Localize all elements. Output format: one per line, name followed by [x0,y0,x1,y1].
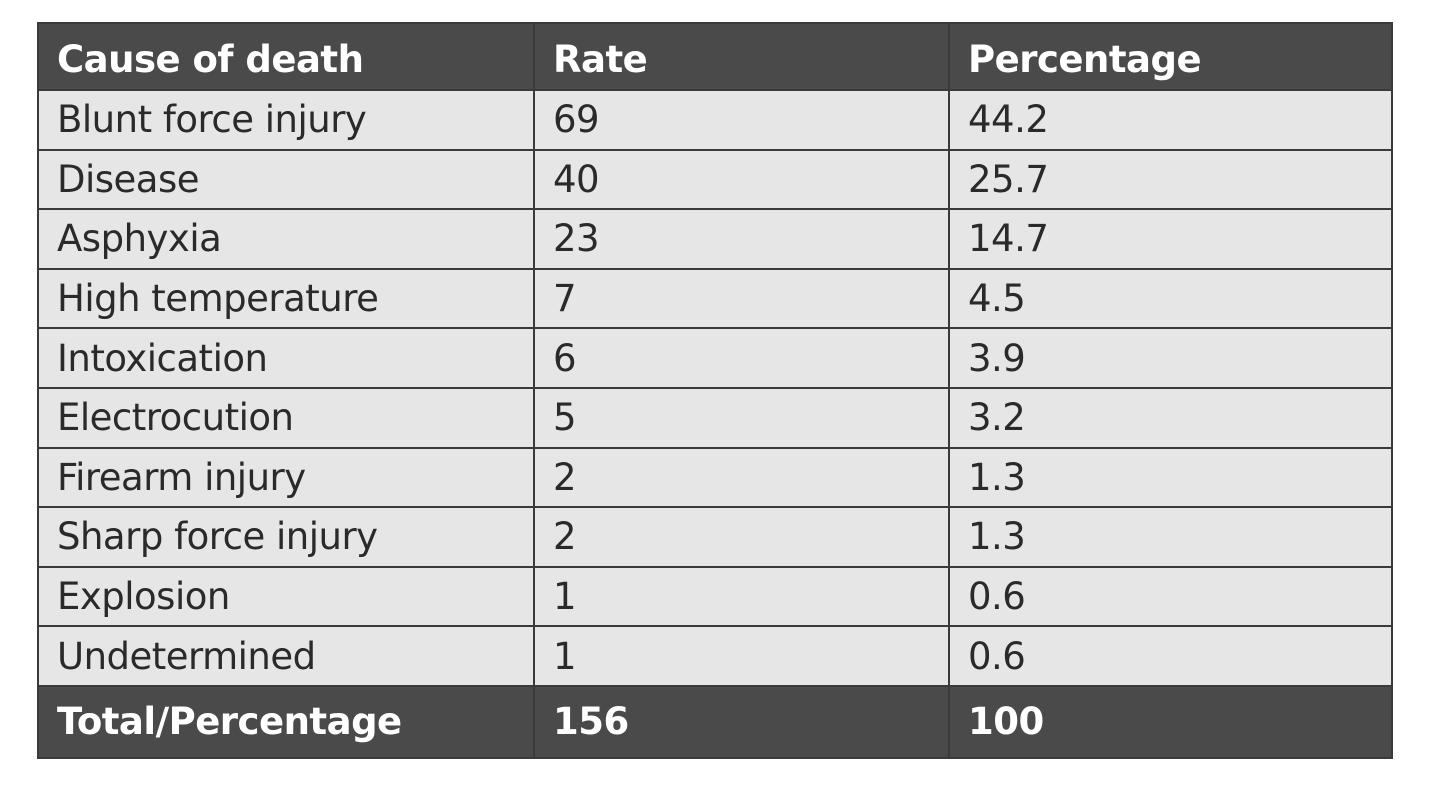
cause-of-death-table: Cause of death Rate Percentage Blunt for… [37,22,1393,759]
table-row: Asphyxia 23 14.7 [37,208,1393,270]
cause-cell: Blunt force injury [37,89,535,151]
rate-cell: 7 [533,267,950,330]
header-rate: Rate [533,22,950,91]
rate-cell: 40 [533,148,950,211]
total-rate: 156 [533,684,950,759]
percentage-cell: 4.5 [948,267,1393,330]
rate-cell: 2 [533,446,950,509]
table-row: Disease 40 25.7 [37,148,1393,211]
cause-cell: Disease [37,148,535,211]
rate-cell: 1 [533,565,950,628]
table-row: Sharp force injury 2 1.3 [37,506,1393,568]
cause-of-death-table-container: Cause of death Rate Percentage Blunt for… [37,22,1393,759]
table-header-row: Cause of death Rate Percentage [37,22,1393,91]
percentage-cell: 0.6 [948,625,1393,687]
cause-cell: High temperature [37,267,535,330]
cause-cell: Sharp force injury [37,506,535,568]
percentage-cell: 3.2 [948,386,1393,449]
percentage-cell: 25.7 [948,148,1393,211]
table-row: Explosion 1 0.6 [37,565,1393,628]
percentage-cell: 3.9 [948,327,1393,389]
percentage-cell: 1.3 [948,446,1393,509]
percentage-cell: 0.6 [948,565,1393,628]
cause-cell: Undetermined [37,625,535,687]
rate-cell: 1 [533,625,950,687]
cause-cell: Explosion [37,565,535,628]
cause-cell: Asphyxia [37,208,535,270]
percentage-cell: 44.2 [948,89,1393,151]
header-cause-of-death: Cause of death [37,22,535,91]
rate-cell: 23 [533,208,950,270]
rate-cell: 5 [533,386,950,449]
total-label: Total/Percentage [37,684,535,759]
table-total-row: Total/Percentage 156 100 [37,684,1393,759]
percentage-cell: 1.3 [948,506,1393,568]
table-row: Undetermined 1 0.6 [37,625,1393,687]
rate-cell: 2 [533,506,950,568]
table-row: Intoxication 6 3.9 [37,327,1393,389]
header-percentage: Percentage [948,22,1393,91]
rate-cell: 69 [533,89,950,151]
cause-cell: Electrocution [37,386,535,449]
table-row: Blunt force injury 69 44.2 [37,89,1393,151]
table-row: Firearm injury 2 1.3 [37,446,1393,509]
cause-cell: Intoxication [37,327,535,389]
rate-cell: 6 [533,327,950,389]
percentage-cell: 14.7 [948,208,1393,270]
table-row: High temperature 7 4.5 [37,267,1393,330]
table-row: Electrocution 5 3.2 [37,386,1393,449]
cause-cell: Firearm injury [37,446,535,509]
total-percentage: 100 [948,684,1393,759]
